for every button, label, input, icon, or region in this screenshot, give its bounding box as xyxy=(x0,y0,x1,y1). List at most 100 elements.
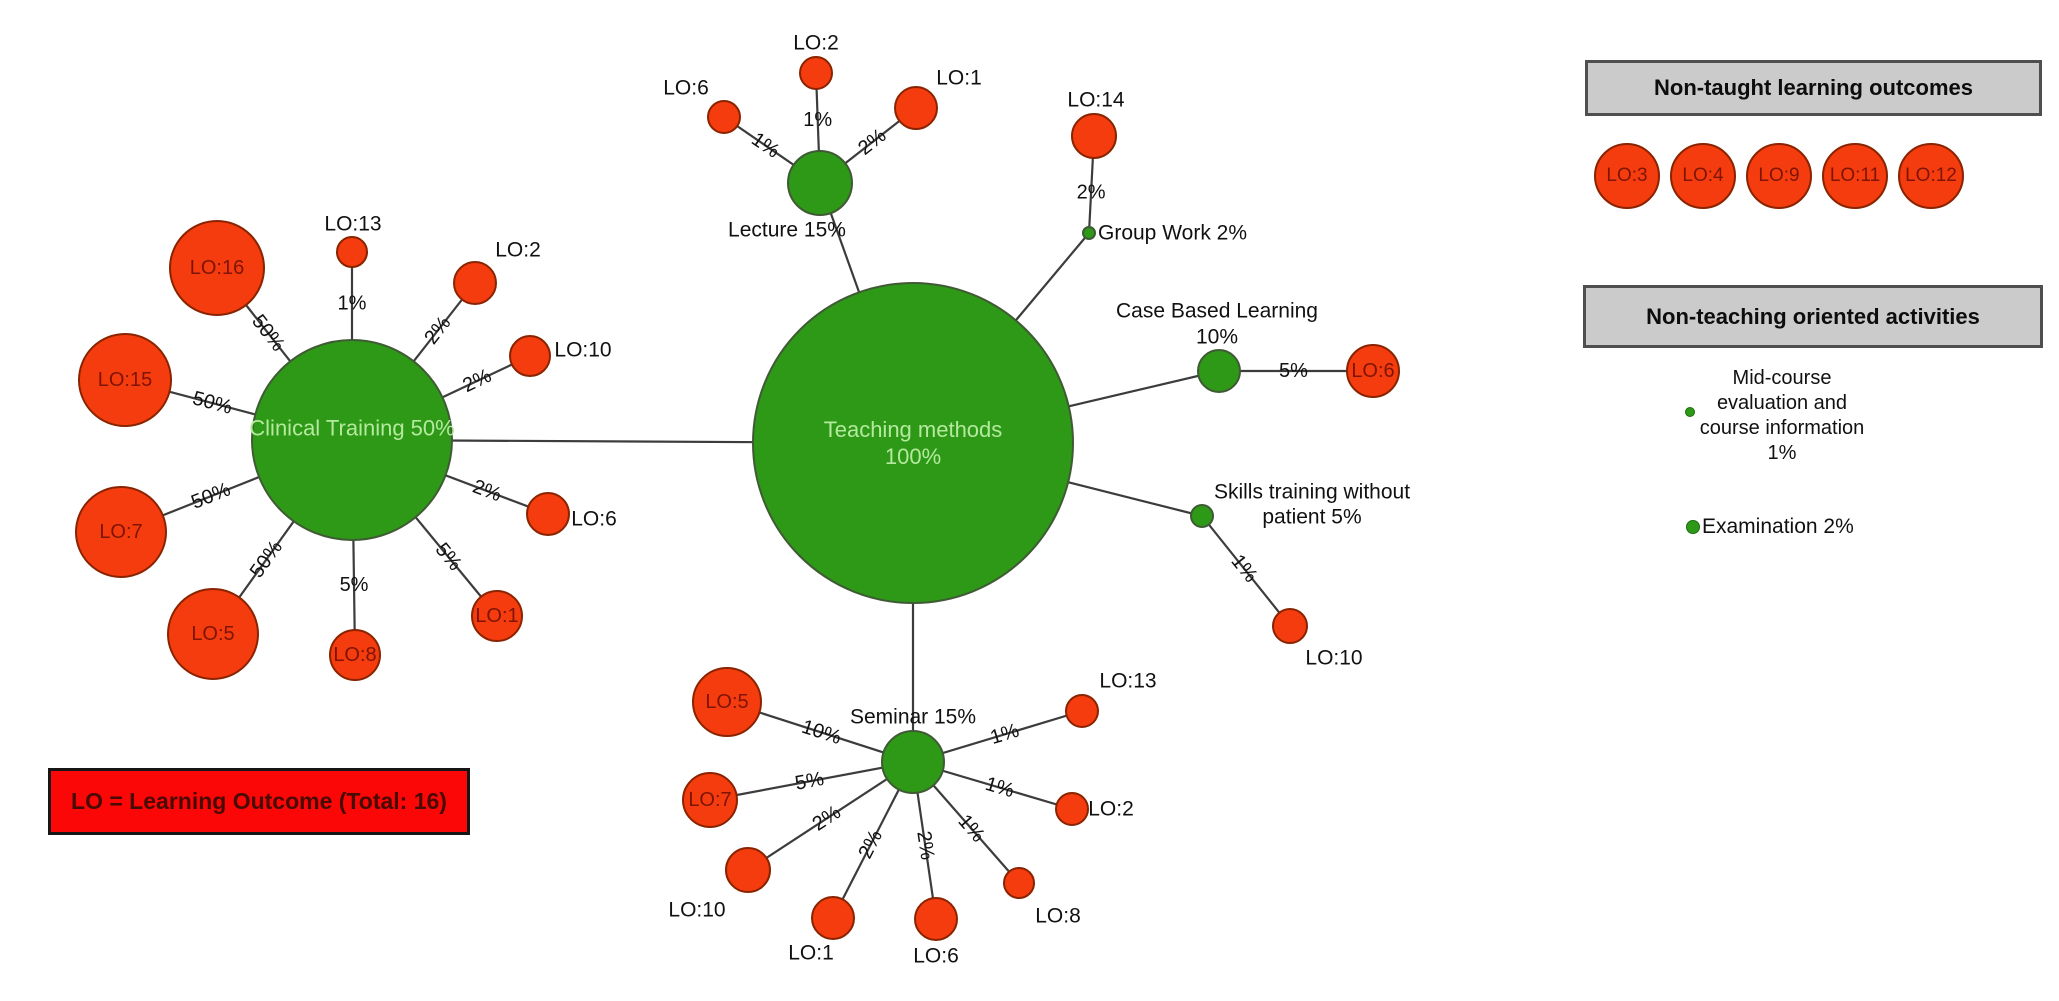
edge-label-clinical-cl_lo15: 50% xyxy=(190,387,235,419)
node-label-cl_lo6: LO:6 xyxy=(571,508,617,531)
midcourse-dot-icon xyxy=(1685,407,1695,417)
edge-label-seminar-sem_lo13: 1% xyxy=(988,720,1022,749)
node-cl_lo8 xyxy=(329,629,381,681)
node-label-lecture: Lecture 15% xyxy=(728,219,846,242)
node-label-cbl_lo6: LO:6 xyxy=(1351,360,1394,382)
node-label-sem_lo6: LO:6 xyxy=(913,945,959,968)
node-label-sem_lo1: LO:1 xyxy=(788,942,834,965)
edge-label-seminar-sem_lo2: 1% xyxy=(983,773,1017,802)
node-label-sk_lo10: LO:10 xyxy=(1305,647,1362,670)
node-label-cl_lo5: LO:5 xyxy=(191,623,234,645)
node-label-seminar: Seminar 15% xyxy=(850,706,976,729)
node-label-teaching: 100% xyxy=(885,444,941,469)
node-label-sem_lo2: LO:2 xyxy=(1088,798,1134,821)
node-label-lec_lo2: LO:2 xyxy=(793,32,839,55)
legend-lo-circle: LO:4 xyxy=(1670,143,1736,209)
node-label-cl_lo8: LO:8 xyxy=(333,644,376,666)
node-label-cl_lo7: LO:7 xyxy=(99,521,142,543)
node-label-skills: patient 5% xyxy=(1262,506,1361,529)
legend-lo-circle: LO:9 xyxy=(1746,143,1812,209)
node-lo14 xyxy=(1071,113,1117,159)
node-sem_lo5 xyxy=(692,667,762,737)
edge-label-clinical-cl_lo8: 5% xyxy=(340,574,369,596)
edge-label-lecture-lec_lo1: 2% xyxy=(854,124,890,159)
examination-dot-icon xyxy=(1686,520,1700,534)
node-label-cl_lo16: LO:16 xyxy=(190,257,244,279)
node-sem_lo13 xyxy=(1065,694,1099,728)
edge-label-clinical-cl_lo16: 50% xyxy=(247,311,289,356)
node-label-cbl: 10% xyxy=(1196,326,1238,349)
node-sem_lo8 xyxy=(1003,867,1035,899)
edge-label-clinical-cl_lo5: 50% xyxy=(246,537,287,583)
node-label-sem_lo8: LO:8 xyxy=(1035,905,1081,928)
node-lecture xyxy=(787,150,853,216)
node-lec_lo2 xyxy=(799,56,833,90)
node-cl_lo16 xyxy=(169,220,265,316)
node-cl_lo7 xyxy=(75,486,167,578)
node-label-lec_lo6: LO:6 xyxy=(663,77,709,100)
edge-label-lecture-lec_lo6: 1% xyxy=(747,128,783,163)
node-lec_lo6 xyxy=(707,100,741,134)
node-cl_lo15 xyxy=(78,333,172,427)
edge-label-groupwork-lo14: 2% xyxy=(1077,181,1106,203)
edge-label-clinical-cl_lo13: 1% xyxy=(338,293,367,315)
legend-lo-circle: LO:3 xyxy=(1594,143,1660,209)
node-sem_lo10 xyxy=(725,847,771,893)
legend-note-label: LO = Learning Outcome (Total: 16) xyxy=(71,788,447,814)
node-label-sem_lo5: LO:5 xyxy=(705,691,748,713)
examination-label: Examination 2% xyxy=(1702,515,1854,538)
edge-seminar-sem_lo10 xyxy=(747,761,914,871)
node-cl_lo1 xyxy=(471,590,523,642)
node-label-cl_lo2: LO:2 xyxy=(495,239,541,262)
node-label-teaching: Teaching methods xyxy=(824,417,1003,442)
edge-label-clinical-cl_lo7: 50% xyxy=(188,478,234,513)
node-label-cl_lo15: LO:15 xyxy=(98,369,152,391)
node-sem_lo1 xyxy=(811,896,855,940)
node-clinical xyxy=(251,339,453,541)
edge-label-clinical-cl_lo2: 2% xyxy=(420,312,455,348)
node-skills xyxy=(1190,504,1214,528)
midcourse-label: Mid-course evaluation and course informa… xyxy=(1699,367,1865,464)
node-lec_lo1 xyxy=(894,86,938,130)
node-cl_lo5 xyxy=(167,588,259,680)
edge-label-seminar-sem_lo10: 2% xyxy=(809,801,845,835)
node-cl_lo2 xyxy=(453,261,497,305)
node-label-sem_lo13: LO:13 xyxy=(1099,670,1156,693)
node-cbl xyxy=(1197,349,1241,393)
node-label-clinical: Clinical Training 50% xyxy=(249,416,454,441)
node-label-skills: Skills training without xyxy=(1214,481,1410,504)
node-label-lec_lo1: LO:1 xyxy=(936,67,982,90)
node-label-lo14: LO:14 xyxy=(1067,89,1125,112)
legend-lo-circle: LO:11 xyxy=(1822,143,1888,209)
edge-label-clinical-cl_lo10: 2% xyxy=(459,365,495,397)
legend-note-box: LO = Learning Outcome (Total: 16) xyxy=(48,768,470,835)
node-label-cbl: Case Based Learning xyxy=(1116,300,1318,323)
edge-skills-sk_lo10 xyxy=(1201,515,1291,627)
node-cbl_lo6 xyxy=(1346,344,1400,398)
node-label-sem_lo10: LO:10 xyxy=(668,899,725,922)
edge-label-seminar-sem_lo1: 2% xyxy=(854,826,887,862)
node-sk_lo10 xyxy=(1272,608,1308,644)
edge-label-skills-sk_lo10: 1% xyxy=(1227,550,1262,586)
edge-label-clinical-cl_lo6: 2% xyxy=(470,476,505,507)
edge-label-lecture-lec_lo2: 1% xyxy=(803,109,832,131)
node-sem_lo7 xyxy=(682,772,738,828)
node-groupwork xyxy=(1082,226,1096,240)
node-label-groupwork: Group Work 2% xyxy=(1098,222,1247,245)
node-cl_lo13 xyxy=(336,236,368,268)
non-teaching-header-label: Non-teaching oriented activities xyxy=(1646,303,1980,329)
node-cl_lo10 xyxy=(509,335,551,377)
node-teaching xyxy=(752,282,1074,604)
node-seminar xyxy=(881,730,945,794)
non-taught-header: Non-taught learning outcomes xyxy=(1585,60,2042,116)
node-sem_lo6 xyxy=(914,897,958,941)
node-label-cl_lo10: LO:10 xyxy=(554,339,611,362)
edge-label-seminar-sem_lo7: 5% xyxy=(793,768,826,795)
node-sem_lo2 xyxy=(1055,792,1089,826)
non-teaching-header: Non-teaching oriented activities xyxy=(1583,285,2043,348)
node-label-cl_lo1: LO:1 xyxy=(475,605,518,627)
non-taught-header-label: Non-taught learning outcomes xyxy=(1654,75,1973,100)
edge-label-seminar-sem_lo6: 2% xyxy=(912,830,938,862)
